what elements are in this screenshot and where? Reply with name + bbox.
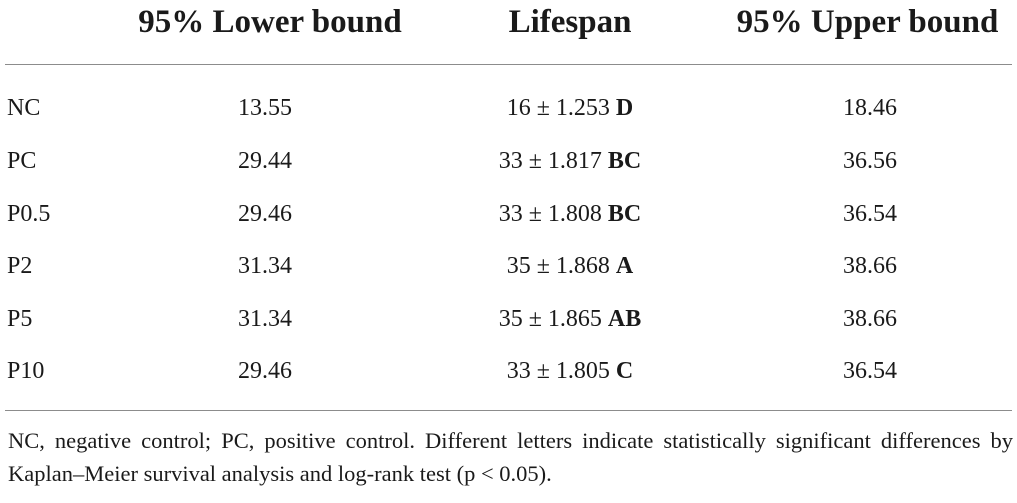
lifespan-value: 33 ± 1.808 <box>498 201 602 227</box>
significance-letters: D <box>615 95 634 121</box>
table-row: P5 31.34 35 ± 1.865 AB 38.66 <box>0 299 1017 339</box>
group-cell: P2 <box>7 253 33 279</box>
upper-bound-cell: 38.66 <box>843 306 897 332</box>
significance-letters: C <box>615 358 634 384</box>
upper-bound-cell: 38.66 <box>843 253 897 279</box>
lower-bound-cell: 29.46 <box>238 358 292 384</box>
lifespan-cell: 35 ± 1.865 AB <box>420 299 720 339</box>
group-cell: PC <box>7 148 37 174</box>
upper-bound-cell: 36.54 <box>843 358 897 384</box>
group-cell: P10 <box>7 358 45 384</box>
lifespan-cell: 33 ± 1.805 C <box>420 351 720 391</box>
upper-bound-cell: 36.54 <box>843 201 897 227</box>
significance-letters: A <box>615 253 634 279</box>
lifespan-cell: 35 ± 1.868 A <box>420 246 720 286</box>
lifespan-cell: 33 ± 1.808 BC <box>420 194 720 234</box>
lifespan-value: 33 ± 1.817 <box>498 148 602 174</box>
lifespan-value: 35 ± 1.865 <box>498 306 602 332</box>
lifespan-value: 35 ± 1.868 <box>506 253 610 279</box>
bottom-rule <box>5 410 1012 411</box>
header-lower-bound: 95% Lower bound <box>138 4 402 40</box>
group-cell: P0.5 <box>7 201 51 227</box>
lifespan-value: 33 ± 1.805 <box>506 358 610 384</box>
table-row: P2 31.34 35 ± 1.868 A 38.66 <box>0 246 1017 286</box>
group-cell: P5 <box>7 306 33 332</box>
lower-bound-cell: 31.34 <box>238 306 292 332</box>
upper-bound-cell: 36.56 <box>843 148 897 174</box>
significance-letters: BC <box>607 148 642 174</box>
lifespan-value: 16 ± 1.253 <box>506 95 610 121</box>
group-cell: NC <box>7 95 41 121</box>
table-row: P0.5 29.46 33 ± 1.808 BC 36.54 <box>0 194 1017 234</box>
table-row: P10 29.46 33 ± 1.805 C 36.54 <box>0 351 1017 391</box>
table-row: NC 13.55 16 ± 1.253 D 18.46 <box>0 88 1017 128</box>
table-row: PC 29.44 33 ± 1.817 BC 36.56 <box>0 141 1017 181</box>
lower-bound-cell: 29.46 <box>238 201 292 227</box>
significance-letters: BC <box>607 201 642 227</box>
header-upper-bound: 95% Upper bound <box>736 4 999 40</box>
table-footnote: NC, negative control; PC, positive contr… <box>8 428 1013 486</box>
top-rule <box>5 64 1012 65</box>
lifespan-cell: 33 ± 1.817 BC <box>420 141 720 181</box>
lower-bound-cell: 13.55 <box>238 95 292 121</box>
upper-bound-cell: 18.46 <box>843 95 897 121</box>
lifespan-cell: 16 ± 1.253 D <box>420 88 720 128</box>
lower-bound-cell: 31.34 <box>238 253 292 279</box>
significance-letters: AB <box>607 306 642 332</box>
lower-bound-cell: 29.44 <box>238 148 292 174</box>
header-lifespan: Lifespan <box>508 4 632 40</box>
